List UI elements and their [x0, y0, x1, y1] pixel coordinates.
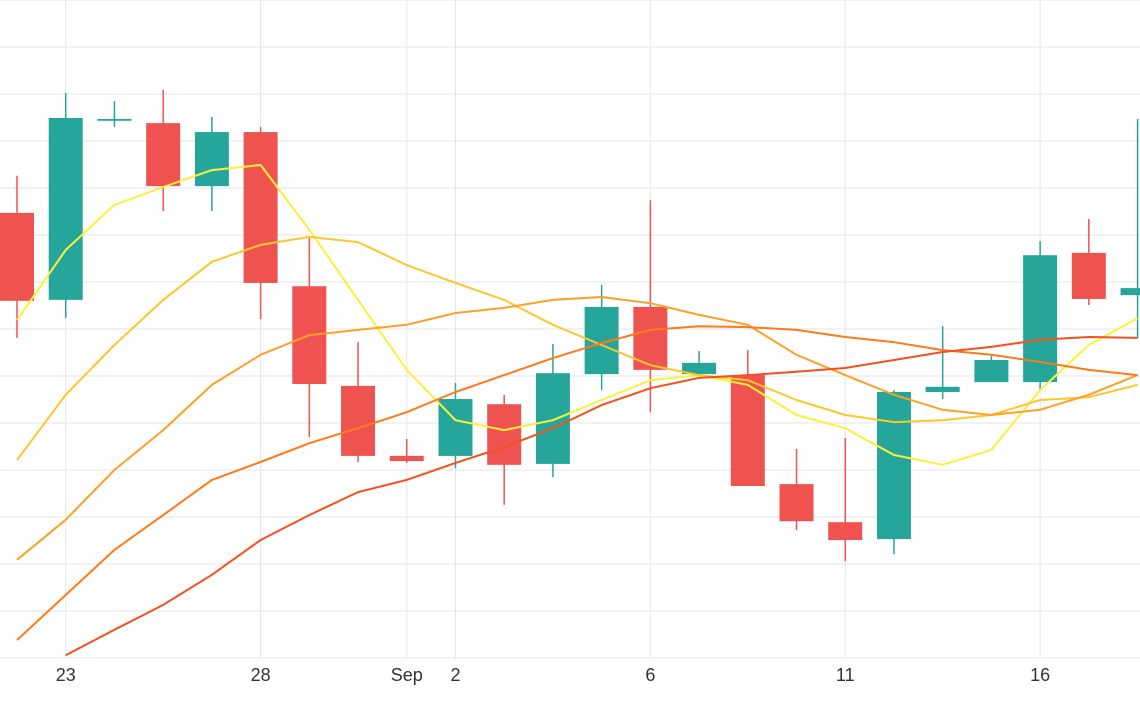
grid: [0, 0, 1140, 659]
x-tick-label: 16: [1030, 665, 1050, 685]
x-tick-label: 11: [836, 665, 855, 685]
moving-average-line: [16, 296, 1138, 561]
candle-body: [389, 455, 424, 462]
candle-body: [48, 117, 83, 300]
x-tick-label: 6: [645, 665, 655, 685]
plot-area: [0, 89, 1140, 657]
moving-average-line: [65, 336, 1138, 657]
candle-body: [146, 123, 181, 187]
candle-body: [243, 132, 278, 283]
x-tick-label: Sep: [391, 665, 423, 685]
x-tick-label: 2: [450, 665, 460, 685]
candle-body: [730, 375, 765, 486]
candle-body: [487, 404, 522, 465]
x-axis: 23 28 Sep 2 6 11 16: [56, 665, 1050, 685]
candle-body: [925, 386, 960, 392]
candle-body: [341, 385, 376, 456]
moving-average-line: [16, 235, 1138, 461]
x-tick-label: 28: [251, 665, 271, 685]
candle-body: [633, 306, 668, 370]
candle-body: [779, 484, 814, 522]
candle-body: [876, 391, 911, 540]
candle-body: [97, 118, 132, 121]
candle-body: [535, 373, 570, 464]
moving-average-line: [16, 164, 1139, 466]
x-tick-label: 23: [56, 665, 76, 685]
candle-body: [1120, 288, 1140, 296]
candle-body: [194, 132, 229, 187]
candle-body: [1071, 252, 1106, 299]
moving-average-line: [16, 325, 1138, 641]
candle-body: [682, 362, 717, 375]
candle-body: [828, 522, 863, 541]
candle-body: [974, 360, 1009, 383]
candle-body: [0, 212, 34, 301]
